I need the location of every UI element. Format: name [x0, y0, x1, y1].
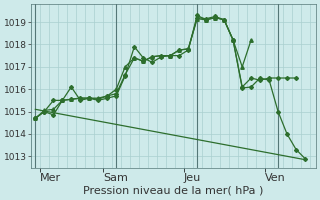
- X-axis label: Pression niveau de la mer( hPa ): Pression niveau de la mer( hPa ): [84, 186, 264, 196]
